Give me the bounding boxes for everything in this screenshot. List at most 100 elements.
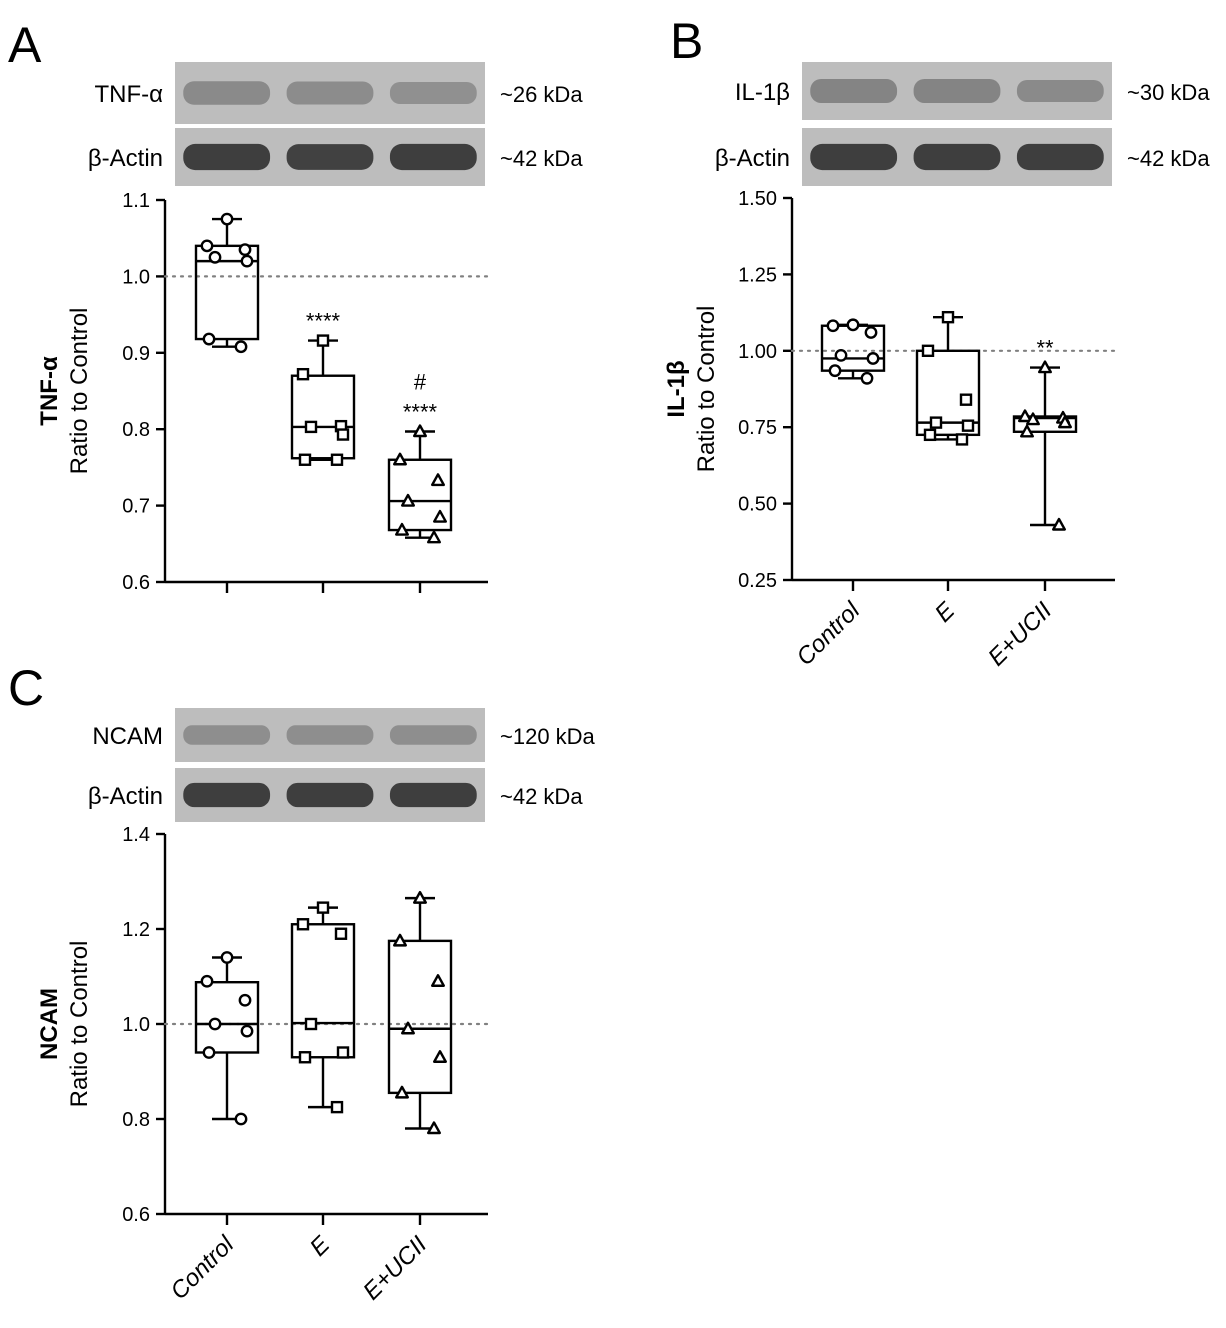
- y-tick-label: 1.50: [738, 188, 777, 210]
- y-tick-label: 0.6: [122, 1204, 150, 1226]
- blot-band: [183, 81, 271, 105]
- data-point-triangle: [393, 452, 407, 466]
- box-iqr: [194, 244, 260, 341]
- y-tick-label: 1.25: [738, 264, 777, 286]
- data-point-circle: [238, 243, 252, 257]
- significance-label: ****: [306, 309, 341, 334]
- data-point-triangle: [395, 522, 409, 536]
- panel-c: C NCAM ~120 kDa β-Actin ~42 kDa: [8, 660, 596, 822]
- data-point-triangle: [413, 890, 427, 904]
- blot-band: [1016, 143, 1104, 171]
- y-axis-label: Ratio to Control: [66, 941, 93, 1108]
- blot-strip: β-Actin ~42 kDa: [88, 128, 583, 186]
- box-iqr: [915, 349, 981, 437]
- data-point-circle: [860, 371, 874, 385]
- blot-strip: IL-1β ~30 kDa: [735, 62, 1210, 120]
- data-point-circle: [220, 212, 234, 226]
- panel-letter: A: [8, 17, 42, 73]
- blot-label: β-Actin: [88, 145, 163, 172]
- data-point-triangle: [427, 530, 441, 544]
- data-point-triangle: [433, 509, 447, 523]
- y-tick-label: 0.6: [122, 572, 150, 594]
- data-point-square: [296, 918, 310, 931]
- significance-label: **: [1036, 336, 1054, 361]
- data-point-triangle: [1037, 360, 1053, 374]
- blot-band: [286, 782, 374, 808]
- blot-band: [913, 143, 1001, 171]
- data-point-square: [304, 1017, 318, 1031]
- x-category-label: E: [305, 1230, 336, 1261]
- blot-size-label: ~30 kDa: [1127, 80, 1210, 105]
- data-point-triangle: [431, 974, 445, 987]
- y-tick-label: 0.25: [738, 570, 777, 592]
- box-group-2: **** #: [387, 369, 453, 593]
- blot-band: [286, 144, 374, 170]
- data-point-triangle: [1051, 517, 1067, 531]
- data-point-circle: [234, 340, 248, 354]
- data-point-square: [955, 433, 969, 446]
- blot-size-label: ~42 kDa: [500, 146, 583, 171]
- y-tick-label: 0.9: [122, 343, 150, 365]
- box-iqr: [1012, 415, 1078, 433]
- panel-letter: C: [8, 660, 44, 716]
- data-point-triangle: [1057, 415, 1073, 429]
- x-category-label: E+UCII: [358, 1231, 432, 1305]
- x-category-label: Control: [165, 1231, 239, 1305]
- box-group-0: [194, 212, 260, 593]
- data-point-triangle: [1025, 412, 1041, 426]
- box-iqr: [387, 939, 453, 1095]
- blot-band: [389, 81, 477, 105]
- y-axis-label: Ratio to Control: [693, 306, 720, 473]
- blot-band: [389, 782, 477, 808]
- y-axis-label-bold: TNF-α: [36, 356, 63, 426]
- data-point-square: [921, 344, 935, 357]
- data-point-circle: [828, 364, 842, 378]
- y-tick-label: 1.0: [122, 1014, 150, 1036]
- y-tick-label: 0.75: [738, 417, 777, 439]
- box-iqr: [194, 981, 260, 1054]
- data-point-circle: [202, 332, 216, 346]
- box-group-2: E+UCII: [358, 890, 453, 1305]
- panel-a: A TNF-α ~26 kDa β-Actin ~42 kDa: [8, 17, 583, 186]
- y-tick-label: 0.7: [122, 496, 150, 518]
- data-point-triangle: [431, 473, 445, 487]
- blot-label: IL-1β: [735, 79, 790, 106]
- data-point-triangle: [401, 1021, 415, 1035]
- blot-strip: NCAM ~120 kDa: [92, 708, 596, 762]
- data-point-circle: [834, 348, 848, 362]
- data-point-triangle: [413, 424, 427, 438]
- data-point-circle: [240, 1024, 254, 1038]
- blot-strip: β-Actin ~42 kDa: [715, 128, 1210, 186]
- data-point-circle: [234, 1112, 248, 1126]
- data-point-square: [334, 927, 348, 940]
- data-point-square: [336, 428, 350, 441]
- y-tick-label: 1.4: [122, 824, 150, 846]
- box-group-2: ** E+UCII: [983, 336, 1078, 671]
- data-point-triangle: [433, 1050, 447, 1063]
- blot-band: [183, 143, 271, 171]
- blot-label: β-Actin: [715, 145, 790, 172]
- data-point-circle: [220, 951, 234, 964]
- y-tick-label: 1.1: [122, 190, 150, 212]
- significance-label-secondary: #: [414, 369, 427, 394]
- y-tick-label: 1.0: [122, 266, 150, 288]
- box-group-0: Control: [165, 951, 260, 1305]
- box-plot-c: 0.6 0.8 1.0 1.2 1.4 NCAM Ratio to Control Contr…: [36, 824, 490, 1305]
- data-point-circle: [826, 319, 840, 333]
- y-tick-label: 0.8: [122, 1109, 150, 1131]
- significance-label: ****: [403, 399, 438, 424]
- data-point-circle: [200, 974, 214, 988]
- data-point-square: [316, 901, 330, 914]
- box-plot-a: 0.6 0.7 0.8 0.9 1.0 1.1 TNF-α Ratio to Control *…: [36, 190, 490, 594]
- x-category-label: E: [930, 596, 961, 627]
- y-tick-label: 1.00: [738, 341, 777, 363]
- data-point-triangle: [393, 933, 407, 947]
- blot-size-label: ~42 kDa: [1127, 146, 1210, 171]
- box-group-0: Control: [791, 318, 886, 671]
- blot-strip: β-Actin ~42 kDa: [88, 768, 583, 822]
- blot-band: [810, 78, 898, 104]
- blot-band: [183, 782, 271, 808]
- blot-size-label: ~120 kDa: [500, 724, 596, 749]
- data-point-square: [316, 334, 330, 347]
- box-iqr: [387, 458, 453, 532]
